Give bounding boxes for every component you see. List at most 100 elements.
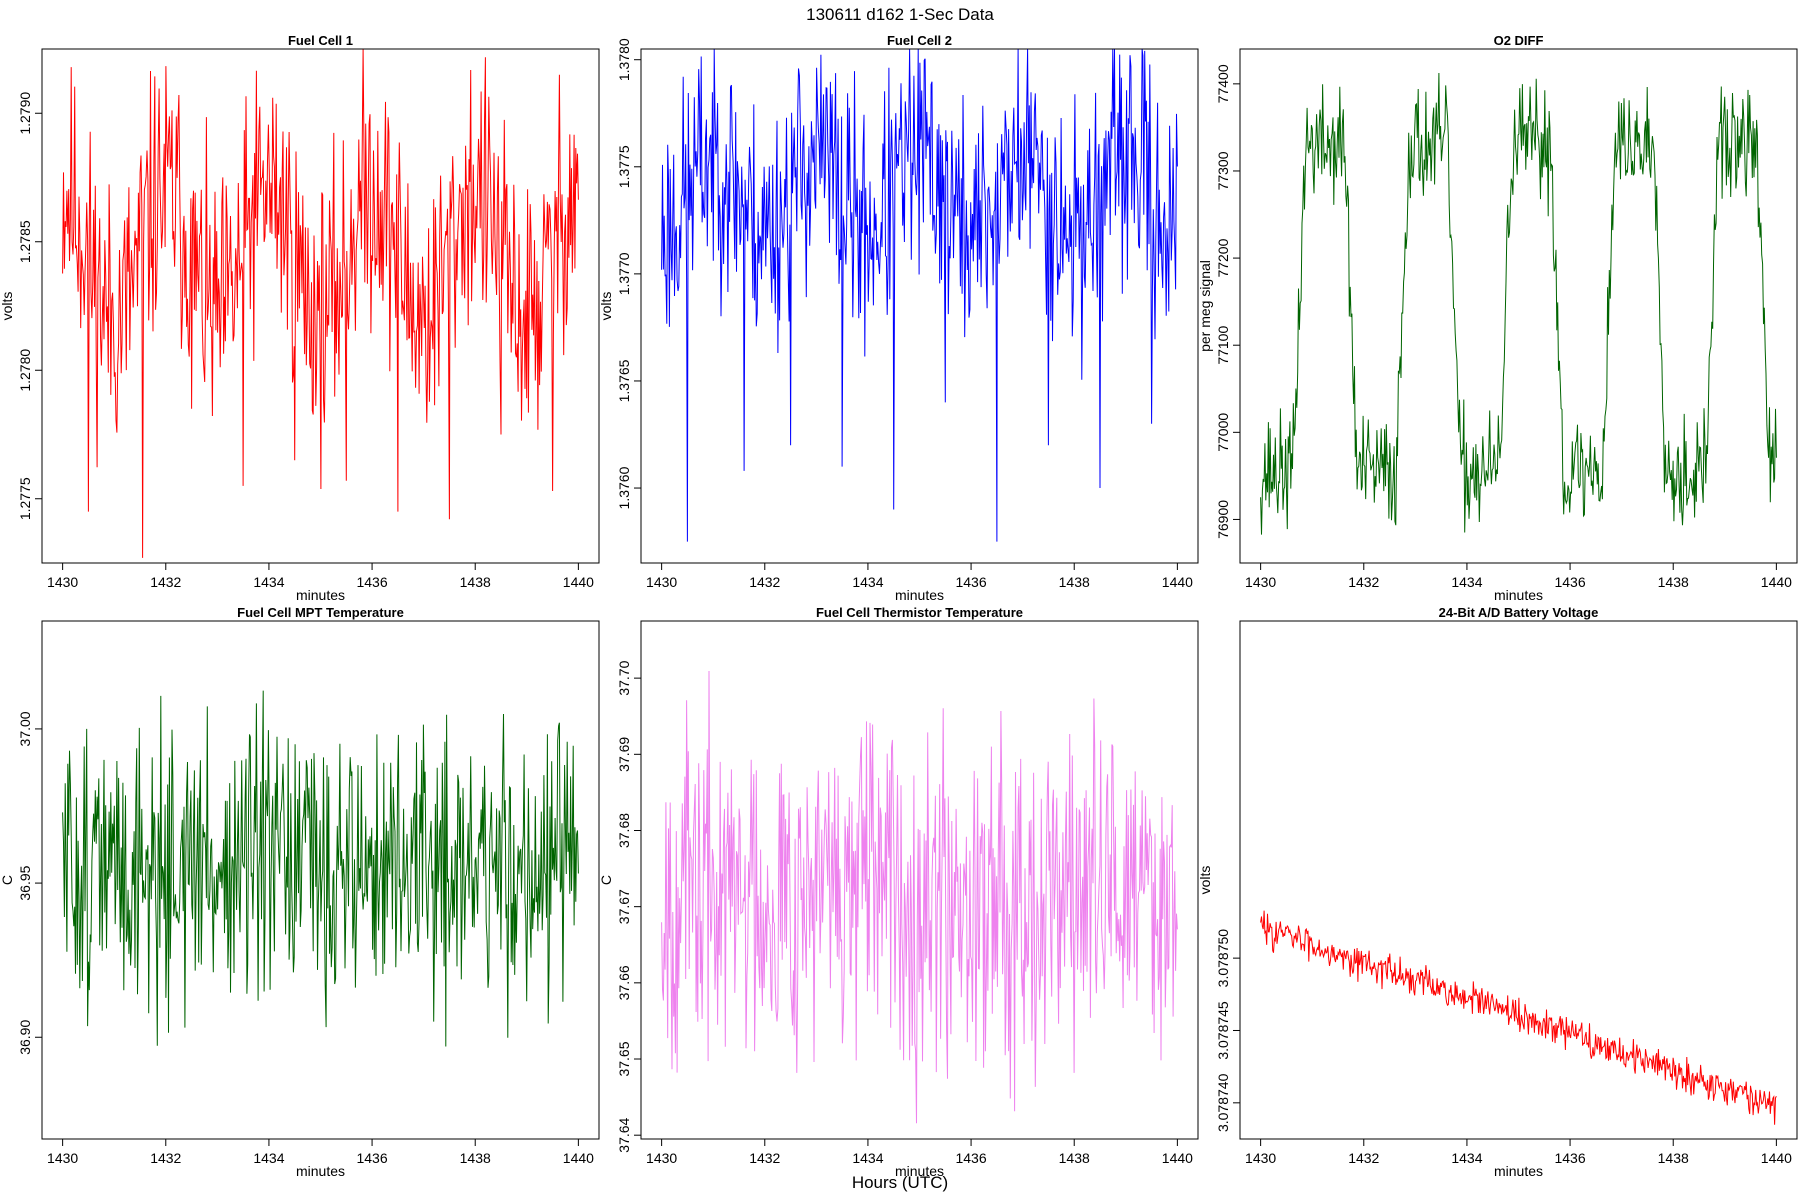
x-tick-label: 1432 <box>749 574 780 590</box>
y-tick-label: 76900 <box>1215 500 1231 539</box>
y-tick-label: 37.69 <box>616 737 632 772</box>
x-tick-label: 1434 <box>852 1150 883 1166</box>
x-tick-label: 1434 <box>253 1150 284 1166</box>
series-line <box>62 690 579 1047</box>
x-tick-label: 1440 <box>1162 1150 1193 1166</box>
figure-xlabel: Hours (UTC) <box>852 1173 948 1192</box>
series-line <box>661 670 1178 1124</box>
x-tick-label: 1436 <box>1554 574 1585 590</box>
y-tick-label: 37.65 <box>616 1041 632 1076</box>
panel-title: Fuel Cell Thermistor Temperature <box>816 605 1023 620</box>
plot-frame <box>1239 620 1798 1140</box>
x-tick-label: 1438 <box>1658 574 1689 590</box>
panel-title: 24-Bit A/D Battery Voltage <box>1439 605 1599 620</box>
x-tick-label: 1438 <box>1658 1150 1689 1166</box>
plot-frame <box>1239 48 1798 564</box>
plot-frame <box>41 620 600 1140</box>
x-tick-label: 1432 <box>150 574 181 590</box>
y-tick-label: 77300 <box>1215 151 1231 190</box>
chart-panel: Fuel Cell Thermistor Temperature 1430 1432… <box>598 605 1199 1179</box>
x-tick-label: 1438 <box>460 574 491 590</box>
y-tick-label: 1.3765 <box>616 359 632 402</box>
y-tick-label: 1.2780 <box>17 349 33 392</box>
y-tick-label: 37.66 <box>616 965 632 1000</box>
x-tick-label: 1432 <box>1348 574 1379 590</box>
panel-title: Fuel Cell MPT Temperature <box>237 605 404 620</box>
x-tick-label: 1430 <box>646 574 677 590</box>
chart-panel: Fuel Cell 2 1430 1432 1434 1436 1438 1440 minut… <box>598 33 1199 603</box>
y-tick-label: 37.68 <box>616 813 632 848</box>
x-tick-label: 1436 <box>955 574 986 590</box>
y-axis-label: C <box>0 875 15 885</box>
plot-frame <box>41 48 600 564</box>
y-tick-label: 37.70 <box>616 660 632 695</box>
y-tick-label: 1.3760 <box>616 466 632 509</box>
figure-title: 130611 d162 1-Sec Data <box>806 5 994 24</box>
y-tick-label: 3.078740 <box>1215 1073 1231 1132</box>
x-tick-label: 1436 <box>356 1150 387 1166</box>
x-tick-label: 1430 <box>1245 574 1276 590</box>
panels-group: Fuel Cell 1 1430 1432 1434 1436 1438 1440 minut… <box>0 33 1798 1179</box>
y-tick-label: 1.2790 <box>17 92 33 135</box>
y-tick-label: 3.078750 <box>1215 929 1231 988</box>
x-tick-label: 1440 <box>1162 574 1193 590</box>
y-tick-label: 77000 <box>1215 413 1231 452</box>
y-tick-label: 1.2775 <box>17 477 33 520</box>
x-tick-label: 1434 <box>1451 1150 1482 1166</box>
x-tick-label: 1438 <box>1059 574 1090 590</box>
y-tick-label: 77400 <box>1215 64 1231 103</box>
y-tick-label: 37.64 <box>616 1117 632 1152</box>
y-tick-label: 3.078745 <box>1215 1001 1231 1060</box>
x-tick-label: 1430 <box>47 574 78 590</box>
y-tick-label: 1.2785 <box>17 220 33 263</box>
x-axis-label: minutes <box>296 1163 345 1179</box>
chart-panel: Fuel Cell MPT Temperature 1430 1432 1434 143… <box>0 605 600 1179</box>
x-tick-label: 1434 <box>1451 574 1482 590</box>
series-line <box>1260 72 1777 535</box>
y-tick-label: 37.67 <box>616 889 632 924</box>
x-axis-label: minutes <box>895 1163 944 1179</box>
x-tick-label: 1432 <box>1348 1150 1379 1166</box>
chart-panel: Fuel Cell 1 1430 1432 1434 1436 1438 1440 minut… <box>0 33 600 603</box>
y-tick-label: 1.3780 <box>616 38 632 81</box>
x-tick-label: 1434 <box>852 574 883 590</box>
panel-title: O2 DIFF <box>1494 33 1544 48</box>
y-tick-label: 37.00 <box>17 711 33 746</box>
x-tick-label: 1432 <box>749 1150 780 1166</box>
x-axis-label: minutes <box>1494 1163 1543 1179</box>
x-tick-label: 1440 <box>1761 1150 1792 1166</box>
plot-frame <box>640 620 1199 1140</box>
x-tick-label: 1436 <box>955 1150 986 1166</box>
x-axis-label: minutes <box>1494 587 1543 603</box>
series-line <box>62 48 579 558</box>
y-tick-label: 77200 <box>1215 238 1231 277</box>
x-tick-label: 1438 <box>460 1150 491 1166</box>
y-axis-label: per meg signal <box>1197 260 1213 352</box>
y-axis-label: volts <box>598 292 614 321</box>
series-line <box>661 48 1178 542</box>
x-tick-label: 1440 <box>563 1150 594 1166</box>
series-line <box>1260 910 1777 1125</box>
y-axis-label: volts <box>1197 866 1213 895</box>
x-tick-label: 1430 <box>646 1150 677 1166</box>
x-tick-label: 1438 <box>1059 1150 1090 1166</box>
x-tick-label: 1436 <box>1554 1150 1585 1166</box>
x-tick-label: 1436 <box>356 574 387 590</box>
x-tick-label: 1440 <box>563 574 594 590</box>
chart-panel: O2 DIFF 1430 1432 1434 1436 1438 1440 minutes 76… <box>1197 33 1798 603</box>
chart-panel: 24-Bit A/D Battery Voltage 1430 1432 1434 14… <box>1197 605 1798 1179</box>
y-tick-label: 36.90 <box>17 1020 33 1055</box>
panel-title: Fuel Cell 1 <box>288 33 353 48</box>
plot-frame <box>640 48 1199 564</box>
x-tick-label: 1430 <box>47 1150 78 1166</box>
x-tick-label: 1430 <box>1245 1150 1276 1166</box>
y-axis-label: C <box>598 875 614 885</box>
x-tick-label: 1434 <box>253 574 284 590</box>
x-axis-label: minutes <box>296 587 345 603</box>
y-tick-label: 36.95 <box>17 865 33 900</box>
x-tick-label: 1432 <box>150 1150 181 1166</box>
y-tick-label: 1.3770 <box>616 252 632 295</box>
y-tick-label: 1.3775 <box>616 145 632 188</box>
x-tick-label: 1440 <box>1761 574 1792 590</box>
